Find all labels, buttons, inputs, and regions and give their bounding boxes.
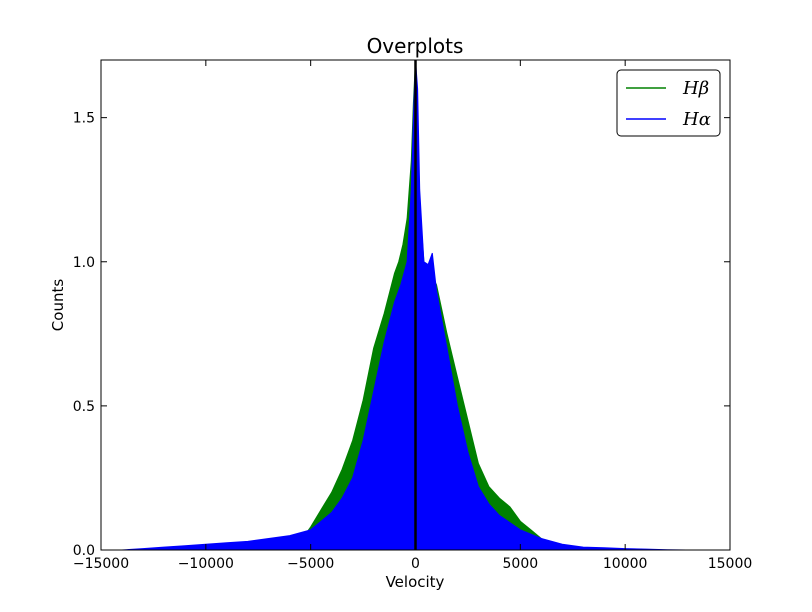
series-area-halpha [121, 60, 687, 550]
y-tick-label: 0.5 [73, 399, 95, 415]
y-tick-label: 0.0 [73, 543, 95, 559]
x-tick-label: 0 [411, 556, 420, 572]
y-axis-label: Counts [49, 279, 67, 332]
y-axis: 0.0 0.5 1.0 1.5 [73, 111, 730, 559]
legend-label-hbeta: Hβ [682, 78, 709, 99]
x-axis: −15000 −10000 −5000 0 5000 10000 15000 [73, 60, 752, 572]
x-axis-label: Velocity [386, 573, 445, 591]
x-tick-label: 5000 [503, 556, 539, 572]
series-layer [121, 60, 687, 550]
legend-label-halpha: Hα [682, 109, 711, 130]
x-tick-label: −5000 [287, 556, 334, 572]
chart-title: Overplots [367, 34, 464, 58]
x-tick-label: −10000 [178, 556, 234, 572]
x-tick-label: 10000 [603, 556, 648, 572]
plot-area [100, 59, 731, 551]
y-tick-label: 1.0 [73, 255, 95, 271]
x-tick-label: 15000 [708, 556, 753, 572]
y-tick-label: 1.5 [73, 111, 95, 127]
legend: Hβ Hα [616, 69, 721, 137]
x-tick-label: −15000 [73, 556, 129, 572]
